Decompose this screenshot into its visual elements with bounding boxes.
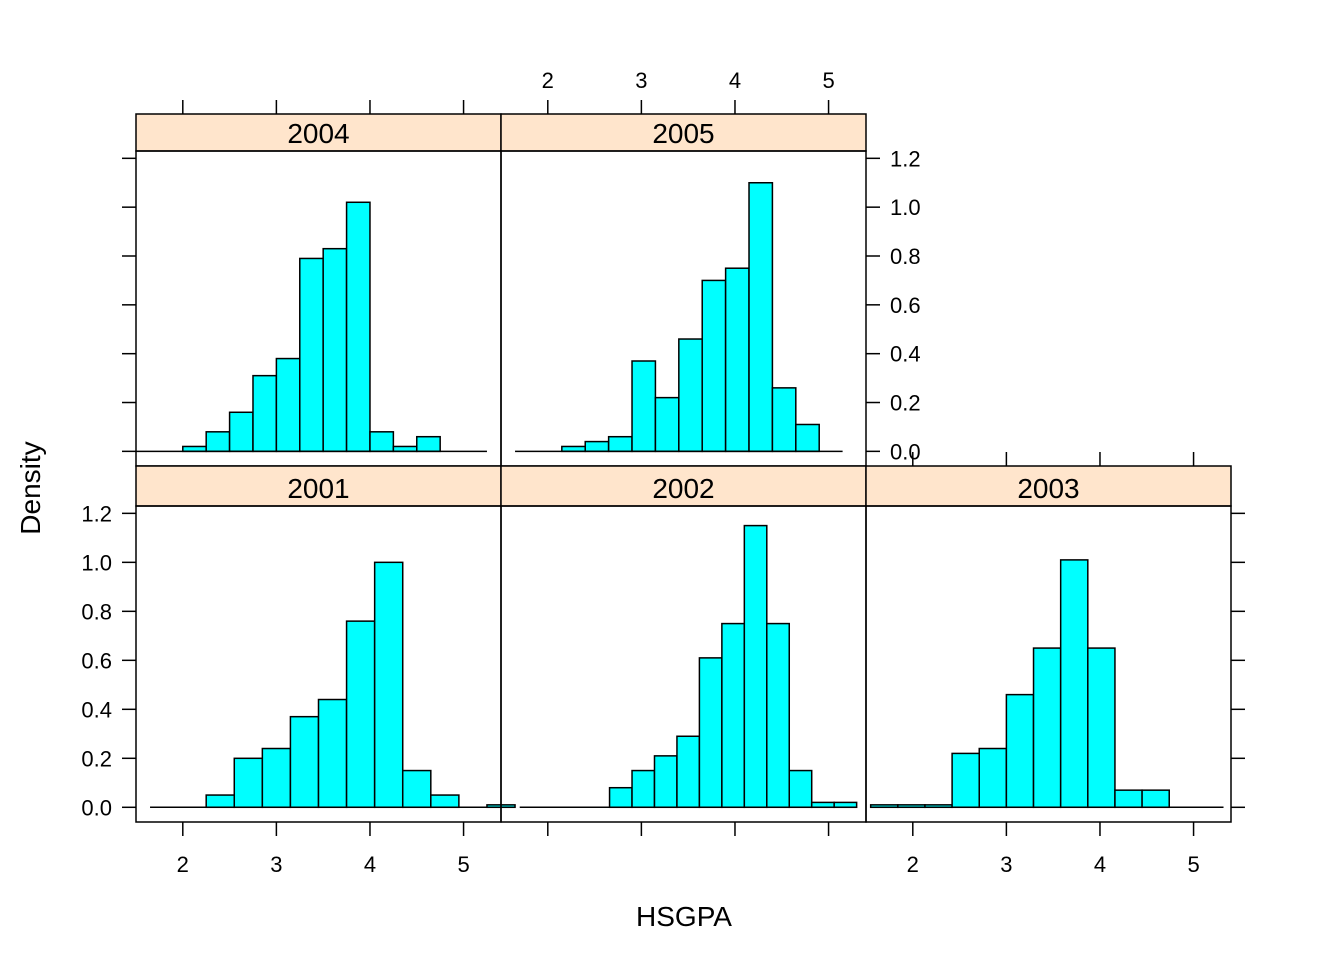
bar-2002-8 (698, 657, 723, 809)
bar-2001-6 (317, 698, 348, 809)
strip-label-2005: 2005 (652, 118, 714, 149)
bar-2001-10 (430, 794, 460, 809)
strip-2005 (500, 113, 867, 152)
x-top-2005-label-3: 3 (635, 68, 647, 93)
panel-border-2003 (865, 505, 1232, 823)
bar-2001-8 (373, 561, 404, 809)
axes-group: 2 3 4 5 2 3 4 5 2 3 4 5 0.0 0.2 0.4 0.6 0.8 1.0 1.2 0.0 0.2 0… (81, 68, 1245, 877)
bar-2005-7 (678, 338, 703, 453)
strip-label-2003: 2003 (1017, 473, 1079, 504)
bar-2004-4 (228, 411, 254, 453)
y-left-bottom-label-6: 1.2 (81, 501, 112, 526)
bar-2005-10 (748, 181, 774, 453)
y-right-top-label-4: 0.8 (890, 244, 921, 269)
strip-label-2002: 2002 (652, 473, 714, 504)
bar-2002-11 (766, 622, 791, 809)
panel-2001: 2001 (135, 465, 516, 823)
bar-2003-4 (978, 747, 1008, 809)
bar-2005-11 (771, 387, 797, 453)
bar-2003-10 (1141, 789, 1170, 809)
bar-2004-3 (205, 431, 231, 453)
x-bottom-2003-label-2: 2 (907, 852, 919, 877)
strip-2004 (135, 113, 502, 152)
bar-2005-3 (584, 440, 610, 453)
bar-2002-12 (788, 769, 813, 809)
strip-label-2001: 2001 (287, 473, 349, 504)
bar-2005-5 (631, 360, 657, 453)
bar-2002-6 (653, 755, 678, 809)
bar-2003-5 (1005, 693, 1035, 809)
x-bottom-2003-label-3: 3 (1000, 852, 1012, 877)
y-left-bottom-label-4: 0.8 (81, 599, 112, 624)
bar-2004-8 (322, 247, 348, 453)
panels-group: 2004 2005 2001 2002 2003 (135, 113, 1232, 823)
panel-2003: 2003 (865, 465, 1232, 823)
y-right-top-label-2: 0.4 (890, 342, 921, 367)
x-bottom-2001-label-2: 2 (177, 852, 189, 877)
y-left-bottom-label-1: 0.2 (81, 746, 112, 771)
x-bottom-2003-label-5: 5 (1187, 852, 1199, 877)
y-left-bottom-label-2: 0.4 (81, 697, 112, 722)
bar-2003-7 (1059, 559, 1089, 809)
bar-2005-4 (607, 435, 633, 453)
bar-2004-5 (252, 374, 278, 453)
y-left-bottom-label-5: 1.0 (81, 550, 112, 575)
bar-2004-10 (369, 431, 395, 453)
bar-2001-7 (345, 620, 376, 809)
bar-2004-6 (275, 357, 301, 453)
bar-2005-12 (795, 423, 820, 453)
y-right-top-label-3: 0.6 (890, 293, 921, 318)
y-right-top-label-5: 1.0 (890, 195, 921, 220)
bar-2001-5 (289, 715, 320, 809)
bar-2003-6 (1032, 647, 1062, 809)
bar-2005-6 (654, 396, 680, 453)
bar-2005-9 (724, 267, 750, 453)
panel-2005: 2005 (500, 113, 867, 467)
y-right-top-label-1: 0.2 (890, 391, 921, 416)
x-top-2005-label-4: 4 (729, 68, 741, 93)
bar-2003-9 (1114, 789, 1143, 809)
y-right-top-label-0: 0.0 (890, 439, 921, 464)
bar-2004-12 (416, 435, 441, 453)
y-left-bottom-label-0: 0.0 (81, 795, 112, 820)
bar-2005-8 (701, 279, 727, 453)
bar-2002-7 (676, 735, 701, 809)
x-axis-title: HSGPA (636, 901, 732, 932)
x-top-2005-label-5: 5 (822, 68, 834, 93)
y-left-bottom-label-3: 0.6 (81, 648, 112, 673)
bar-2003-8 (1087, 647, 1116, 809)
bar-2002-4 (608, 786, 633, 809)
x-bottom-2001-label-5: 5 (457, 852, 469, 877)
x-bottom-2003-label-4: 4 (1094, 852, 1106, 877)
x-bottom-2001-label-3: 3 (270, 852, 282, 877)
panel-2004: 2004 (135, 113, 502, 467)
bar-2004-9 (345, 201, 371, 453)
bar-2002-5 (631, 769, 656, 809)
panel-2002: 2002 (500, 465, 867, 823)
bar-2004-7 (299, 257, 324, 453)
strip-label-2004: 2004 (287, 118, 349, 149)
bar-2001-2 (205, 794, 236, 809)
x-bottom-2001-label-4: 4 (364, 852, 376, 877)
bar-2002-10 (743, 524, 768, 809)
y-axis-title: Density (15, 441, 46, 534)
bar-2001-4 (261, 747, 292, 809)
y-right-top-label-6: 1.2 (890, 146, 921, 171)
bar-2001-3 (233, 757, 264, 809)
bar-2002-9 (721, 622, 746, 809)
x-top-2005-label-2: 2 (542, 68, 554, 93)
bar-2003-3 (951, 752, 980, 809)
bar-2001-9 (401, 769, 432, 809)
